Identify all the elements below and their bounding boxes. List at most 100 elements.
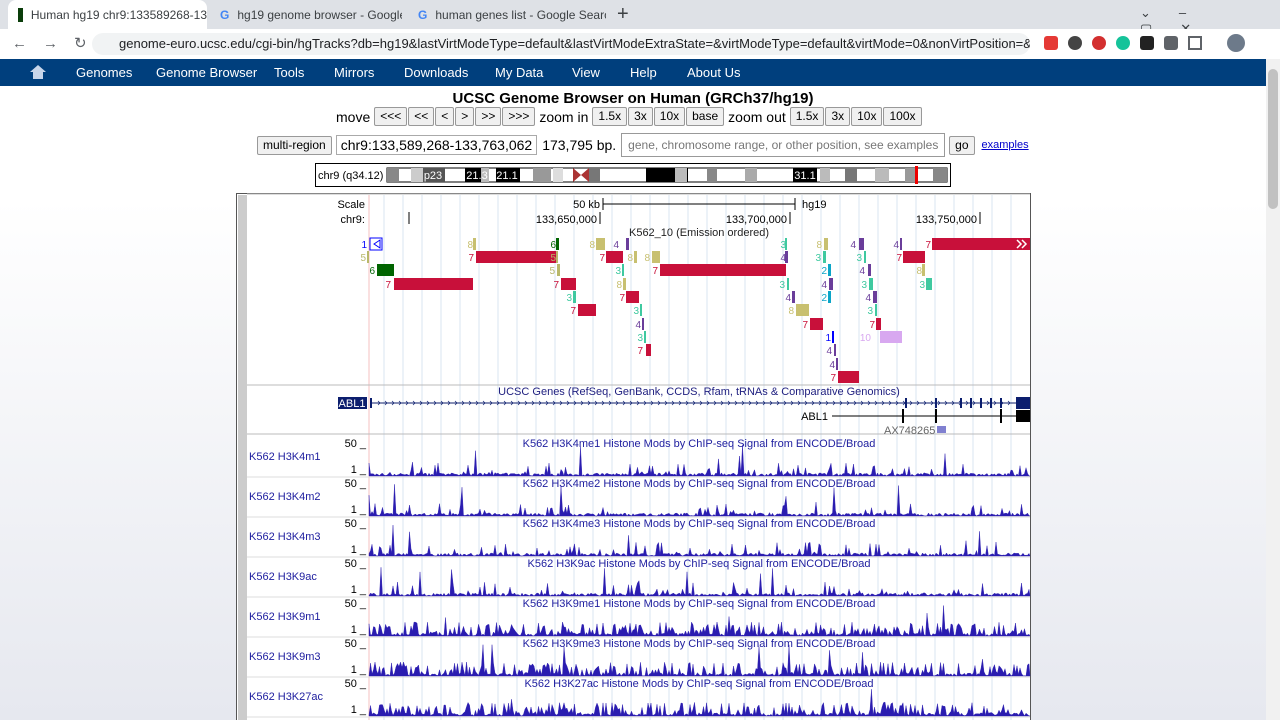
state-label: 4 [785,293,791,304]
control-button[interactable]: <<< [374,107,408,126]
strand-arrow [874,400,878,406]
state-label: 7 [802,320,808,331]
nav-item[interactable]: View [572,65,600,80]
strand-arrow [636,400,640,406]
state-segment [792,291,795,303]
examples-link[interactable]: examples [981,139,1029,151]
scale-min: 1 _ [351,464,367,476]
new-tab[interactable]: + [617,3,629,25]
state-segment [660,264,786,276]
state-segment [634,251,637,263]
search-input[interactable]: gene, chromosome range, or other positio… [621,133,946,157]
state-label: 7 [570,306,576,317]
state-label: 8 [644,253,650,264]
strand-arrow [391,400,395,406]
strand-arrow [930,400,934,406]
view-marker [915,166,918,184]
strand-arrow [860,400,864,406]
track-label: K562 H3K4m1 [249,451,321,463]
control-button[interactable]: 100x [883,107,922,126]
band-label: 21.3 [466,170,487,182]
band-label: 9q12 [605,170,629,182]
strand-arrow [713,400,717,406]
gene-side-label: ABL1 [339,398,366,410]
drag-gutter [238,195,247,720]
scrollbar[interactable] [1266,59,1280,720]
multi-region-button[interactable]: multi-region [257,135,332,155]
scale-min: 1 _ [351,624,367,636]
strand-arrow [419,400,423,406]
nav-item[interactable]: Downloads [404,65,469,80]
go-button[interactable]: go [949,135,975,155]
nav-item[interactable]: Tools [274,65,305,80]
strand-arrow [524,400,528,406]
nav-item[interactable]: Help [630,65,657,80]
state-segment [880,331,902,343]
exon [1000,398,1002,408]
track-image[interactable]: Scale 50 kb hg19 chr9: 133,650,000 133,700,00… [236,193,1032,720]
strand-arrow [475,400,479,406]
control-button[interactable]: 1.5x [592,107,628,126]
profile[interactable] [1227,34,1245,52]
state-label: 3 [633,306,639,317]
control-button[interactable]: >>> [502,107,536,126]
control-button[interactable]: 1.5x [789,107,825,126]
scale-max: 50 _ [345,478,367,490]
state-segment [626,291,639,303]
nav-item[interactable]: Genomes [76,65,133,80]
nav-item[interactable]: About Us [687,65,741,80]
control-button[interactable]: 3x [825,107,851,126]
scale-min: 1 _ [351,504,367,516]
track-label: K562 H3K9m1 [249,611,321,623]
band [875,168,889,182]
control-button[interactable]: >> [475,107,502,126]
strand-arrow [797,400,801,406]
nav-item[interactable]: My Data [495,65,544,80]
nav-item[interactable]: Genome Browser [156,65,258,80]
tab-title: hg19 genome browser - Google [237,7,402,22]
nav-buttons[interactable]: ←→↻ [12,35,103,52]
state-segment [622,264,624,276]
band [905,168,915,182]
state-label: 4 [850,240,856,251]
state-label: 3 [867,306,873,317]
state-segment [823,251,826,263]
state-label: 4 [821,280,827,291]
state-label: 3 [615,266,621,277]
home-icon[interactable] [29,64,47,80]
track-title: K562 H3K27ac Histone Mods by ChIP-seq Si… [524,678,873,690]
strand-arrow [755,400,759,406]
exon [935,409,937,423]
control-button[interactable]: 3x [628,107,653,126]
state-segment [868,264,871,276]
track-label: K562 H3K9ac [249,571,317,583]
band [411,168,423,182]
url-field[interactable]: genome-euro.ucsc.edu/cgi-bin/hgTracks?db… [92,33,1030,55]
tab[interactable]: G hg19 genome browser - Google [212,0,402,29]
control-button[interactable]: << [408,107,435,126]
tab[interactable]: G human genes list - Google Searc [410,0,606,29]
track-title: K562 H3K9ac Histone Mods by ChIP-seq Sig… [528,558,871,570]
ruler-position: 133,750,000 [916,214,977,226]
state-segment [824,238,828,250]
tab[interactable]: Human hg19 chr9:133589268-13 [8,0,207,29]
strand-arrow [783,400,787,406]
state-segment [875,304,877,316]
control-button[interactable]: > [455,107,475,126]
strand-arrow [671,400,675,406]
state-label: 8 [616,280,622,291]
control-button[interactable]: < [435,107,455,126]
strand-arrow [629,400,633,406]
extensions[interactable] [1044,36,1224,52]
control-button[interactable]: 10x [851,107,883,126]
nav-item[interactable]: Mirrors [334,65,375,80]
exon [1016,410,1030,422]
strand-arrow [580,400,584,406]
control-button[interactable]: base [686,107,725,126]
control-button[interactable]: 10x [653,107,686,126]
state-label: 8 [627,253,633,264]
ideogram[interactable]: chr9 (q34.12) p23 21.3 21.1 9q12 31.1 [315,163,952,188]
state-label: 10 [860,333,872,344]
state-segment [652,251,660,263]
strand-arrow [916,400,920,406]
